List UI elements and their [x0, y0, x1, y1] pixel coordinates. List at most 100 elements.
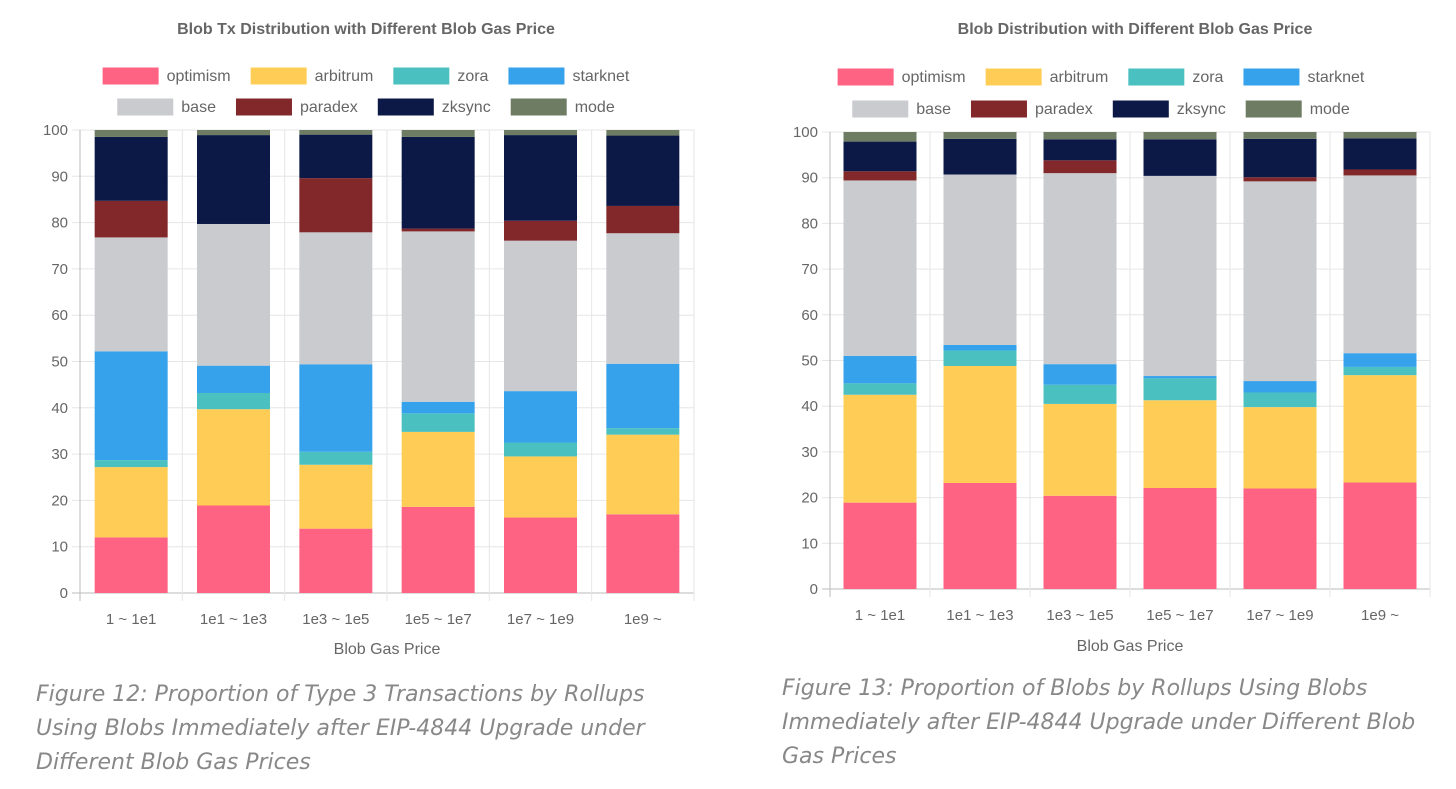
bar-segment-paradex [299, 178, 373, 233]
legend-swatch [508, 67, 565, 85]
legend-item-arbitrum[interactable]: arbitrum [250, 67, 374, 86]
bar-segment-paradex [843, 171, 917, 181]
x-tick-label: 1 ~ 1e1 [855, 607, 905, 624]
legend-item-paradex[interactable]: paradex [235, 98, 358, 117]
bar-segment-base [1243, 181, 1317, 382]
bar-segment-starknet [1343, 353, 1417, 367]
bar-segment-zora [1143, 378, 1217, 401]
bar-segment-optimism [1143, 488, 1217, 589]
legend-item-zksync[interactable]: zksync [1112, 100, 1226, 119]
bar-segment-starknet [94, 351, 168, 461]
bar-segment-base [943, 174, 1017, 345]
legend-item-optimism[interactable]: optimism [837, 68, 966, 87]
legend-item-zksync[interactable]: zksync [377, 98, 491, 117]
bar-segment-zksync [197, 135, 270, 224]
legend-swatch [852, 100, 909, 118]
x-axis-label: Blob Gas Price [1077, 638, 1184, 655]
bar-segment-arbitrum [1043, 403, 1117, 496]
bar-segment-mode [197, 130, 270, 136]
x-tick-label: 1e9 ~ [1361, 607, 1399, 624]
bar-segment-zksync [943, 138, 1017, 175]
chart-title: Blob Tx Distribution with Different Blob… [177, 21, 555, 38]
bar-segment-zora [606, 428, 680, 435]
bar-segment-starknet [1243, 381, 1317, 393]
y-tick-label: 50 [801, 353, 818, 370]
bar-segment-base [299, 232, 373, 365]
chart-blob-distribution: Blob Distribution with Different Blob Ga… [793, 21, 1431, 655]
bar-segment-mode [1343, 132, 1417, 139]
legend-label: zksync [1177, 101, 1226, 118]
legend-item-mode[interactable]: mode [1245, 100, 1350, 119]
legend-item-mode[interactable]: mode [510, 98, 615, 117]
y-tick-label: 10 [801, 535, 818, 552]
legend-label: zora [457, 68, 488, 85]
bar-segment-arbitrum [1343, 375, 1417, 483]
legend-item-arbitrum[interactable]: arbitrum [985, 68, 1109, 87]
bar-segment-mode [299, 130, 373, 135]
legend-swatch [1128, 68, 1185, 86]
bar-segment-base [504, 240, 577, 392]
legend-item-starknet[interactable]: starknet [1243, 68, 1365, 87]
legend-item-base[interactable]: base [852, 100, 951, 119]
legend-label: zksync [442, 99, 491, 116]
x-tick-label: 1e1 ~ 1e3 [200, 611, 267, 628]
bar-segment-zksync [606, 135, 680, 206]
bar-segment-optimism [843, 502, 917, 589]
x-tick-label: 1e7 ~ 1e9 [507, 611, 574, 628]
bar-segment-zora [943, 350, 1017, 366]
bar-segment-arbitrum [94, 467, 168, 538]
legend-item-zora[interactable]: zora [1128, 68, 1224, 87]
legend-label: arbitrum [1050, 69, 1109, 86]
bar-segment-zksync [299, 134, 373, 179]
legend-label: starknet [1307, 69, 1364, 86]
figure-caption: Figure 12: Proportion of Type 3 Transact… [36, 682, 645, 775]
figure-caption: Figure 13: Proportion of Blobs by Rollup… [782, 676, 1416, 769]
legend-item-starknet[interactable]: starknet [508, 67, 630, 86]
bar-segment-optimism [401, 506, 475, 593]
bar-segment-paradex [1243, 177, 1317, 182]
bar-segment-zora [1043, 384, 1117, 404]
bar-segment-optimism [606, 514, 680, 593]
y-tick-label: 70 [51, 261, 68, 278]
legend-label: optimism [902, 69, 966, 86]
y-tick-label: 60 [801, 307, 818, 324]
bar-segment-zksync [504, 135, 577, 221]
bar-segment-starknet [299, 364, 373, 452]
y-tick-label: 30 [51, 446, 68, 463]
y-tick-label: 80 [51, 215, 68, 232]
bar-segment-zora [504, 442, 577, 457]
legend-label: base [916, 101, 951, 118]
x-tick-label: 1e9 ~ [624, 611, 662, 628]
legend-item-optimism[interactable]: optimism [102, 67, 231, 86]
legend-swatch [377, 98, 434, 116]
bar-segment-mode [504, 130, 577, 136]
bar-segment-mode [606, 130, 680, 136]
bar-segment-optimism [943, 482, 1017, 589]
legend-swatch [985, 68, 1042, 86]
legend-swatch [970, 100, 1027, 118]
bar-segment-starknet [843, 355, 917, 384]
legend-item-paradex[interactable]: paradex [970, 100, 1093, 119]
bar-segment-zksync [401, 136, 475, 229]
legend-label: zora [1192, 69, 1223, 86]
bar-segment-mode [843, 132, 917, 142]
grid [822, 131, 1431, 597]
y-tick-label: 0 [60, 585, 68, 602]
legend-item-zora[interactable]: zora [393, 67, 489, 86]
legend-swatch [393, 67, 450, 85]
bar-segment-zora [1243, 392, 1317, 408]
y-tick-label: 40 [801, 398, 818, 415]
legend-label: optimism [167, 68, 231, 85]
bar-segment-arbitrum [606, 434, 680, 515]
bar-segment-base [1343, 175, 1417, 354]
bar-segment-mode [1143, 132, 1217, 140]
y-tick-label: 20 [801, 490, 818, 507]
bar-segment-mode [1243, 132, 1317, 139]
legend-label: base [181, 99, 216, 116]
bar-segment-arbitrum [299, 464, 373, 529]
bar-segment-arbitrum [1143, 400, 1217, 489]
legend-item-base[interactable]: base [117, 98, 216, 117]
chart-panel-blob: Blob Distribution with Different Blob Ga… [746, 0, 1456, 789]
y-tick-label: 10 [51, 539, 68, 556]
legend-label: arbitrum [315, 68, 374, 85]
